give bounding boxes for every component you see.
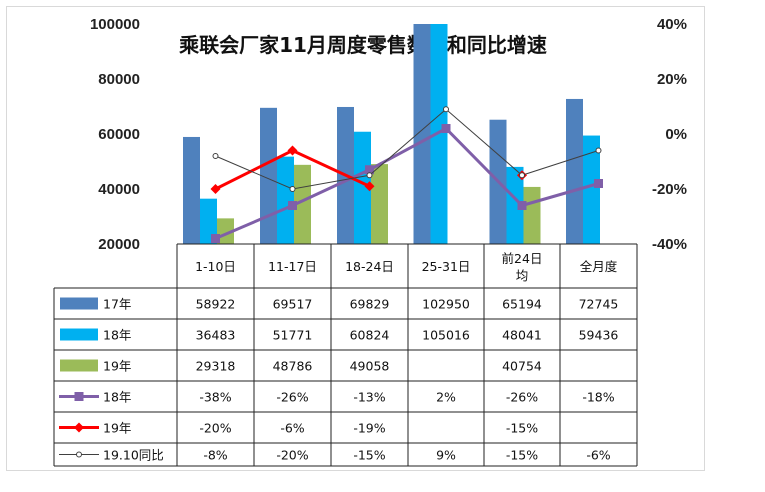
table-value: -6% xyxy=(280,421,304,436)
table-value: -15% xyxy=(506,421,538,436)
legend-marker xyxy=(76,451,82,458)
table-value: 102950 xyxy=(422,297,470,312)
lines-layer xyxy=(210,106,603,243)
table-value: 58922 xyxy=(196,297,236,312)
table-value: 29318 xyxy=(196,359,236,374)
table-value: -26% xyxy=(506,390,538,405)
bar-1-0 xyxy=(200,198,217,244)
legend-swatch-bar xyxy=(60,359,98,372)
point-0-1 xyxy=(288,201,297,210)
category-label: 全月度 xyxy=(580,259,618,274)
point-0-2 xyxy=(365,165,374,175)
axes-layer: 100000 80000 60000 40000 20000 40% 20% 0% -20% -4… xyxy=(90,16,687,253)
point-2-2 xyxy=(366,172,373,179)
legend-label: 17年 xyxy=(103,297,131,312)
bar-0-1 xyxy=(260,107,277,244)
bars-layer xyxy=(183,24,600,245)
table-value: 69829 xyxy=(350,297,390,312)
table-value: -15% xyxy=(506,448,538,463)
category-label: 25-31日 xyxy=(422,259,471,274)
bar-1-2 xyxy=(354,131,371,244)
point-1-1 xyxy=(287,145,298,156)
chart-frame: 乘联会厂家11月周度零售数量和同比增速 100000 80000 60000 4000… xyxy=(6,6,705,471)
table-value: 60824 xyxy=(350,328,390,343)
legend-label: 19年 xyxy=(103,421,131,436)
legend-label: 19.10同比 xyxy=(103,448,164,463)
left-tick-label: 100000 xyxy=(90,16,140,33)
bar-1-1 xyxy=(277,156,294,244)
left-tick-label: 60000 xyxy=(98,126,140,143)
table-value: 59436 xyxy=(579,328,619,343)
point-0-0 xyxy=(211,234,220,243)
table-value: -26% xyxy=(276,390,308,405)
legend-swatch-bar xyxy=(60,297,98,310)
line-2-seg-0 xyxy=(215,108,599,190)
table-value: 69517 xyxy=(273,297,313,312)
table-value: -38% xyxy=(199,390,231,405)
table-value: 2% xyxy=(436,390,456,405)
table-value: -20% xyxy=(199,421,231,436)
category-label: 均 xyxy=(516,268,529,283)
point-1-0 xyxy=(210,184,221,194)
right-tick-label: -40% xyxy=(652,236,687,253)
right-tick-label: 20% xyxy=(657,71,687,88)
table-value: 51771 xyxy=(273,328,313,343)
point-1-2 xyxy=(364,181,375,192)
table-value: -6% xyxy=(586,448,610,463)
table-value: 9% xyxy=(436,448,456,463)
left-tick-label: 80000 xyxy=(98,71,140,88)
bar-0-0 xyxy=(183,136,200,244)
table-value: 49058 xyxy=(350,359,390,374)
bar-2-4 xyxy=(523,186,541,244)
legend-marker xyxy=(74,422,84,433)
point-2-0 xyxy=(212,153,219,159)
bar-1-5 xyxy=(583,135,600,244)
point-2-4 xyxy=(519,172,525,179)
table-value: 105016 xyxy=(422,328,470,343)
line-0-seg-0 xyxy=(214,126,599,240)
left-tick-label: 40000 xyxy=(98,181,140,198)
bar-1-3 xyxy=(430,24,448,244)
table-value: 48786 xyxy=(273,359,313,374)
table-value: 65194 xyxy=(502,297,542,312)
legend-label: 18年 xyxy=(103,328,131,343)
point-2-5 xyxy=(595,147,602,154)
category-label: 1-10日 xyxy=(195,259,236,274)
table-value: -8% xyxy=(203,448,227,463)
table-value: 48041 xyxy=(502,328,542,343)
right-tick-label: 40% xyxy=(657,16,687,33)
table-value: 40754 xyxy=(502,359,542,374)
legend-label: 18年 xyxy=(103,390,131,405)
table-value: -19% xyxy=(353,421,385,436)
bar-2-2 xyxy=(371,164,388,244)
bar-2-1 xyxy=(294,164,311,244)
point-0-4 xyxy=(517,201,527,210)
point-2-1 xyxy=(289,186,296,192)
chart-title: 乘联会厂家11月周度零售数量和同比增速 xyxy=(178,33,547,57)
bar-0-3 xyxy=(413,24,431,244)
chart-svg: 乘联会厂家11月周度零售数量和同比增速 100000 80000 60000 4000… xyxy=(53,16,687,467)
category-label: 前24日 xyxy=(502,251,543,266)
legend-swatch-bar xyxy=(60,328,98,341)
right-tick-label: 0% xyxy=(665,126,687,143)
legend-marker xyxy=(74,392,84,401)
category-label: 18-24日 xyxy=(345,259,394,274)
point-0-5 xyxy=(594,179,603,188)
table-value: -13% xyxy=(353,390,385,405)
legend-label: 19年 xyxy=(103,359,131,374)
bar-1-4 xyxy=(506,166,524,244)
table-value: 36483 xyxy=(196,328,236,343)
table-value: 72745 xyxy=(579,297,619,312)
point-0-3 xyxy=(441,124,451,133)
right-tick-label: -20% xyxy=(652,181,687,198)
left-tick-label: 20000 xyxy=(98,236,140,253)
category-label: 11-17日 xyxy=(268,259,317,274)
table-value: -15% xyxy=(353,448,385,463)
table-value: -18% xyxy=(582,390,614,405)
table-value: -20% xyxy=(276,448,308,463)
bar-0-5 xyxy=(566,98,583,244)
point-2-3 xyxy=(443,106,449,113)
